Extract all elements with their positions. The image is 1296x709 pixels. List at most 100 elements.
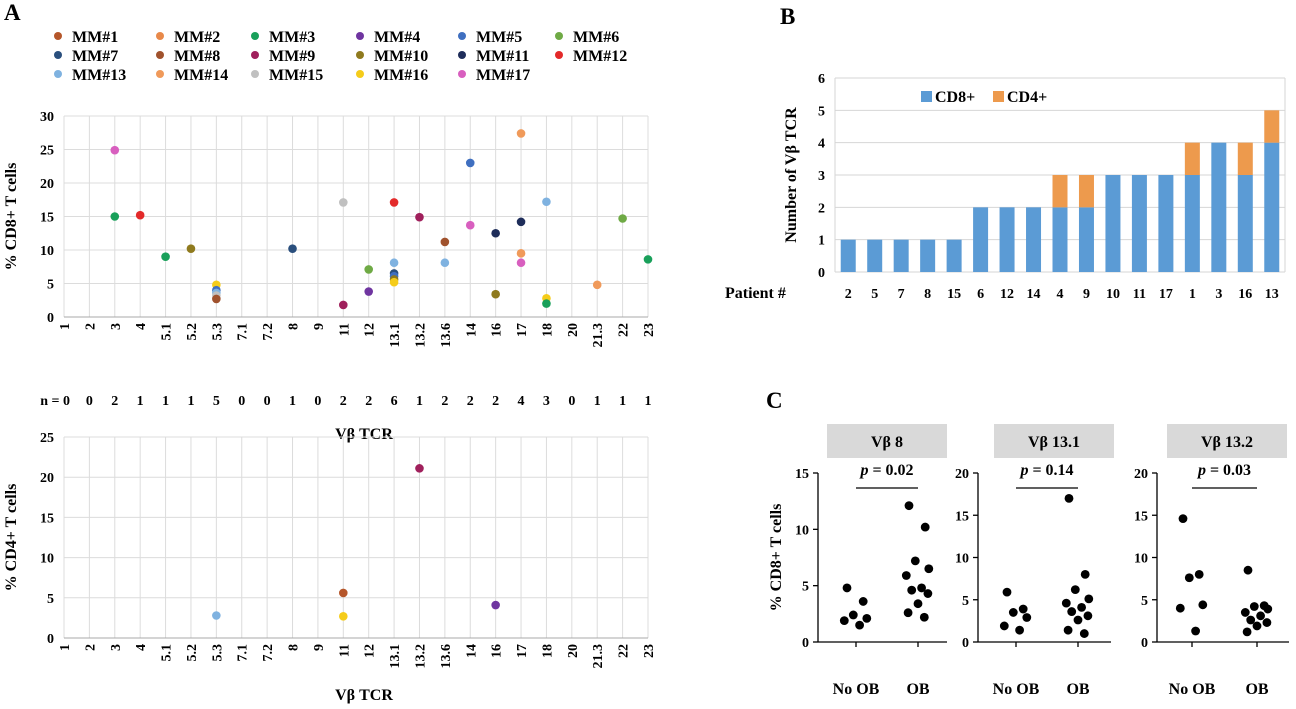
x-tick-label-17: 17: [515, 644, 530, 658]
dot-no-ob: [1175, 603, 1185, 613]
dot-ob: [917, 583, 926, 593]
point-mm-10-vb-5-2: [186, 244, 196, 253]
legend-marker-mm-16: [356, 70, 364, 78]
bar-cd8-patient-4: [1052, 207, 1068, 272]
dot-ob: [920, 522, 930, 532]
n-count-label: 0: [238, 394, 245, 409]
point-mm-13-vb-5-3: [212, 611, 221, 620]
dot-no-ob: [862, 613, 872, 623]
x-tick-label-16: 16: [490, 644, 505, 658]
point-mm-3-vb-18: [542, 299, 551, 308]
bar-cd4-patient-9: [1078, 175, 1094, 208]
dot-ob: [1263, 604, 1273, 614]
dot-ob: [1084, 594, 1094, 604]
dot-ob: [1256, 611, 1265, 621]
chart-vb13-2-comparison: Vβ 13.2 0 5 10 15 20 No OB OB p = 0.03: [1134, 424, 1289, 698]
legend-marker-mm-9: [251, 51, 259, 59]
x-tick-label-5-3: 5.3: [210, 644, 225, 662]
y-tick-label: 15: [40, 211, 54, 226]
n-count-label: 2: [492, 394, 499, 409]
x-tick-label-13: 13: [1265, 287, 1279, 302]
point-mm-15-vb-11: [339, 198, 348, 207]
title-box: [994, 424, 1114, 458]
x-tick-label-21-3: 21.3: [591, 323, 606, 348]
x-tick-label-13-6: 13.6: [439, 323, 454, 348]
x-tick-label-7-1: 7.1: [236, 644, 251, 662]
p-value-label: p = 0.14: [1018, 462, 1073, 479]
point-mm-6-vb-22: [618, 214, 627, 223]
x-tick-label-13-1: 13.1: [388, 323, 403, 348]
x-tick-label-9: 9: [1083, 287, 1090, 302]
x-tick-label-13-1: 13.1: [388, 644, 403, 669]
bar-cd8-patient-11: [1131, 175, 1147, 272]
y-tick-label: 0: [47, 632, 54, 647]
dot-ob: [1246, 615, 1256, 625]
x-tick-label-8: 8: [924, 287, 931, 302]
x-tick-label-16: 16: [490, 323, 505, 337]
point-mm-8-vb-5-3: [212, 294, 221, 304]
panel-label-b: B: [780, 4, 795, 29]
point-mm-14-vb-21-3: [592, 280, 602, 290]
point-mm-16-vb-13-1: [389, 277, 399, 287]
point-mm-4-vb-12: [364, 287, 373, 296]
legend-marker-mm-10: [356, 51, 364, 59]
dot-no-ob: [848, 610, 858, 620]
y-axis-title: % CD8+ T cells: [768, 504, 785, 612]
x-tick-label-12: 12: [1000, 287, 1014, 302]
bar-cd8-patient-3: [1211, 142, 1227, 272]
x-tick-label-1: 1: [1189, 287, 1196, 302]
x-tick-label-4: 4: [1057, 287, 1064, 302]
legend-marker-mm-5: [458, 32, 466, 40]
point-mm-17-vb-17: [516, 258, 526, 268]
y-tick-label: 15: [40, 511, 54, 526]
point-mm-8-vb-13-6: [440, 237, 450, 247]
legend-marker-mm-7: [54, 51, 62, 59]
dot-ob: [1077, 602, 1086, 612]
x-tick-label-12: 12: [363, 644, 378, 658]
legend-marker-mm-15: [251, 70, 259, 78]
legend-marker-mm-8: [156, 51, 164, 59]
n-count-label: 2: [365, 394, 372, 409]
point-mm-16-vb-11: [339, 611, 348, 621]
x-tick-label-8: 8: [287, 644, 302, 651]
y-tick-label: 5: [1141, 594, 1148, 609]
y-tick-label: 20: [955, 467, 969, 482]
dot-ob: [1080, 570, 1090, 579]
legend-label-mm-15: MM#15: [269, 67, 323, 84]
x-tick-label-7: 7: [898, 287, 905, 302]
y-tick-label: 3: [818, 169, 825, 184]
y-tick-label: 10: [40, 244, 54, 259]
dot-ob: [904, 501, 914, 511]
y-tick-label: 20: [40, 177, 54, 192]
y-tick-label: 5: [962, 594, 969, 609]
n-count-label: 1: [187, 394, 194, 409]
dot-ob: [1064, 493, 1074, 503]
n-count-label: 0: [86, 394, 93, 409]
y-tick-label: 15: [795, 467, 809, 482]
bar-cd8-patient-14: [1026, 207, 1042, 272]
dot-ob: [907, 585, 917, 595]
y-axis-title: % CD4+ T cells: [3, 484, 20, 592]
point-mm-3-vb-5-1: [161, 252, 170, 261]
y-tick-label: 0: [47, 311, 54, 326]
dot-ob: [1242, 627, 1252, 637]
bar-cd8-patient-12: [999, 207, 1015, 272]
x-tick-label-22: 22: [617, 323, 632, 337]
n-count-label: 3: [543, 394, 550, 409]
x-tick-label-17: 17: [1159, 287, 1173, 302]
y-tick-label: 10: [795, 523, 809, 538]
dot-no-ob: [858, 597, 868, 606]
point-mm-10-vb-16: [491, 289, 500, 299]
x-tick-label-3: 3: [109, 323, 124, 330]
dot-no-ob: [839, 616, 849, 625]
dot-no-ob: [855, 620, 864, 630]
point-mm-13-vb-13-1: [389, 258, 399, 268]
x-tick-label-no-ob: No OB: [833, 681, 880, 698]
dot-ob: [1067, 607, 1077, 616]
chart-title: Vβ 13.2: [1201, 434, 1253, 451]
n-count-label: n = 0: [40, 394, 70, 409]
panel-label-c: C: [766, 388, 783, 413]
x-tick-label-16: 16: [1238, 287, 1252, 302]
dot-no-ob: [1194, 570, 1204, 579]
